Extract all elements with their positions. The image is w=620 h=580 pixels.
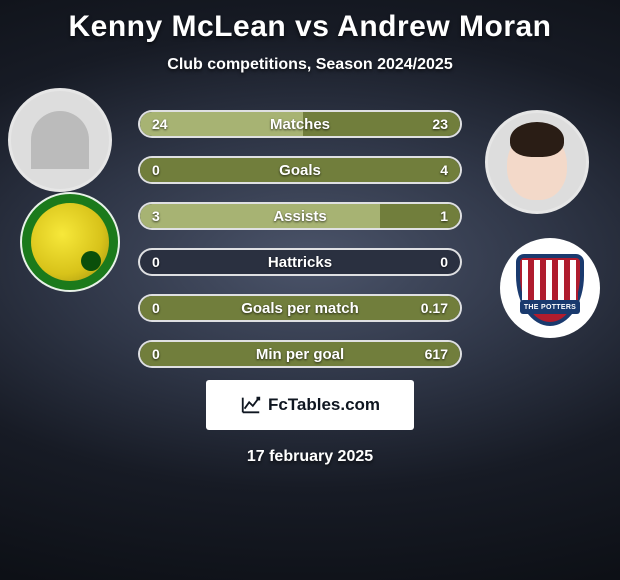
date-text: 17 february 2025	[247, 448, 373, 466]
stat-bar: 0Hattricks0	[138, 248, 462, 276]
title-player2: Andrew Moran	[337, 10, 551, 43]
title-player1: Kenny McLean	[68, 10, 286, 43]
title: Kenny McLean vs Andrew Moran	[68, 10, 551, 44]
stat-label: Matches	[140, 112, 460, 136]
title-vs: vs	[295, 10, 329, 43]
stoke-badge-icon: THE POTTERS	[510, 248, 590, 328]
stat-value-right: 617	[425, 342, 448, 366]
stat-bar: 0Goals4	[138, 156, 462, 184]
stat-label: Min per goal	[140, 342, 460, 366]
subtitle: Club competitions, Season 2024/2025	[167, 56, 452, 74]
stat-label: Assists	[140, 204, 460, 228]
stat-bars: 24Matches230Goals43Assists10Hattricks00G…	[138, 110, 462, 368]
stat-bar: 24Matches23	[138, 110, 462, 138]
stat-label: Goals	[140, 158, 460, 182]
avatar-face	[507, 130, 568, 201]
stat-label: Goals per match	[140, 296, 460, 320]
stat-bar: 0Min per goal617	[138, 340, 462, 368]
stat-label: Hattricks	[140, 250, 460, 274]
player2-avatar	[485, 110, 589, 214]
stat-value-right: 0.17	[421, 296, 448, 320]
main-area: THE POTTERS 24Matches230Goals43Assists10…	[0, 74, 620, 580]
stat-value-right: 4	[440, 158, 448, 182]
stat-value-right: 1	[440, 204, 448, 228]
avatar-placeholder	[31, 111, 90, 170]
stat-bar: 3Assists1	[138, 202, 462, 230]
fctables-logo-icon	[240, 394, 262, 416]
norwich-badge-icon	[31, 203, 109, 281]
player2-club-badge: THE POTTERS	[500, 238, 600, 338]
player1-club-badge	[20, 192, 120, 292]
stat-value-right: 0	[440, 250, 448, 274]
stoke-ribbon: THE POTTERS	[520, 300, 580, 314]
player1-avatar	[8, 88, 112, 192]
content-root: Kenny McLean vs Andrew Moran Club compet…	[0, 0, 620, 580]
fctables-logo-text: FcTables.com	[268, 395, 380, 415]
fctables-logo-box: FcTables.com	[206, 380, 414, 430]
stat-value-right: 23	[432, 112, 448, 136]
stat-bar: 0Goals per match0.17	[138, 294, 462, 322]
